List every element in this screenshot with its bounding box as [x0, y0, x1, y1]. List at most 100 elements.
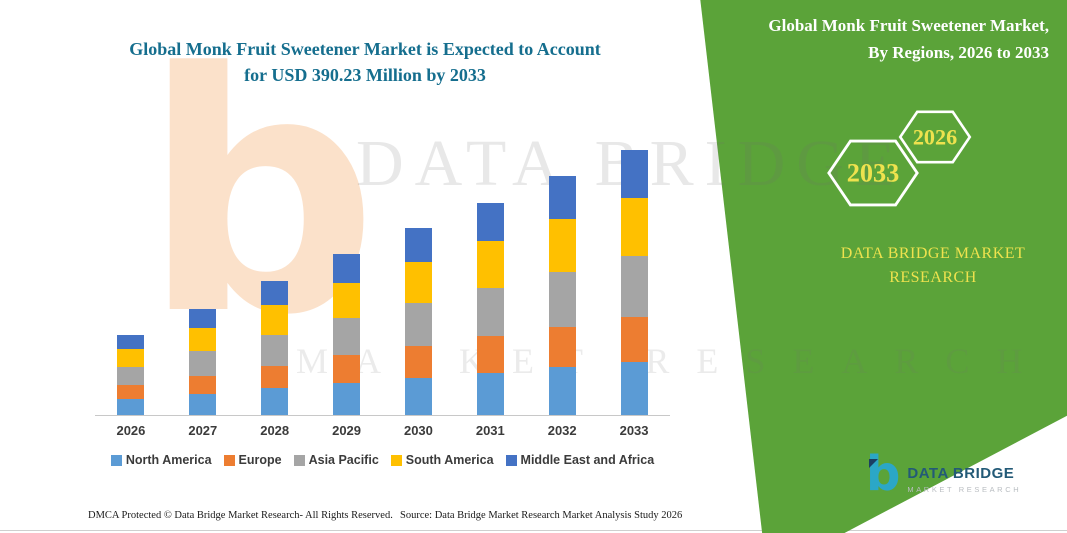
bar-segment-asia-pacific — [189, 351, 217, 376]
bar-segment-asia-pacific — [620, 256, 648, 317]
logo-text: DATA BRIDGE MARKET RESEARCH — [907, 452, 1021, 494]
bar-segment-north-america — [404, 377, 432, 415]
bar-segment-middle-east-and-africa — [261, 281, 289, 306]
legend-label: North America — [125, 453, 212, 467]
bar-segment-middle-east-and-africa — [548, 175, 576, 220]
bar-segment-europe — [189, 375, 217, 394]
legend-label: Asia Pacific — [308, 453, 379, 467]
bar-segment-asia-pacific — [261, 334, 289, 366]
x-axis-labels: 2026 2027 2028 2029 2030 2031 2032 2033 — [95, 423, 670, 438]
bar-column-2028 — [239, 281, 311, 415]
bar-segment-asia-pacific — [404, 302, 432, 346]
source-note: Source: Data Bridge Market Research Mark… — [400, 510, 683, 521]
bar-segment-middle-east-and-africa — [189, 308, 217, 328]
bar-segment-europe — [333, 355, 361, 383]
x-axis-label: 2026 — [116, 423, 146, 438]
bar-segment-north-america — [333, 382, 361, 415]
bar-segment-north-america — [548, 367, 576, 415]
hexagon-badge-2026: 2026 — [898, 108, 972, 166]
side-panel-background — [700, 0, 1067, 533]
legend-swatch-icon — [223, 454, 235, 466]
bar-column-2026 — [95, 334, 167, 415]
bar-segment-north-america — [117, 399, 145, 415]
x-axis-label: 2033 — [619, 423, 649, 438]
bar-segment-south-america — [620, 197, 648, 256]
x-axis-label: 2027 — [188, 423, 218, 438]
plot-area — [95, 140, 670, 416]
bar-segment-europe — [548, 326, 576, 368]
x-axis-label: 2031 — [475, 423, 505, 438]
bar-column-2031 — [454, 202, 526, 415]
legend-swatch-icon — [110, 454, 122, 466]
legend-item: Middle East and Africa — [505, 453, 655, 467]
bar-segment-asia-pacific — [548, 271, 576, 327]
bar-segment-middle-east-and-africa — [620, 150, 648, 198]
bottom-divider — [0, 530, 1067, 531]
legend-label: South America — [405, 453, 494, 467]
bar-segment-asia-pacific — [333, 318, 361, 356]
bar-column-2027 — [167, 308, 239, 415]
x-axis-label: 2032 — [547, 423, 577, 438]
bar-stack — [548, 175, 576, 415]
bar-segment-europe — [261, 365, 289, 389]
legend-item: South America — [390, 453, 494, 467]
page-title-line1: Global Monk Fruit Sweetener Market is Ex… — [129, 39, 601, 59]
x-axis-label: 2029 — [332, 423, 362, 438]
bar-stack — [333, 254, 361, 415]
logo-name: DATA BRIDGE — [907, 465, 1015, 482]
legend: North America Europe Asia Pacific South Ame… — [95, 453, 670, 467]
legend-item: Asia Pacific — [293, 453, 379, 467]
logo-tagline: MARKET RESEARCH — [907, 485, 1022, 494]
hexagon-badge-2033: 2033 — [826, 138, 920, 208]
bar-stack — [117, 334, 145, 415]
legend-label: Middle East and Africa — [520, 453, 655, 467]
bar-segment-south-america — [189, 327, 217, 352]
side-panel-brand: DATA BRIDGE MARKET RESEARCH — [818, 242, 1048, 290]
side-panel-title-line1: Global Monk Fruit Sweetener Market, — [768, 16, 1049, 35]
logo-b-icon: b — [866, 446, 901, 502]
bar-segment-north-america — [189, 393, 217, 415]
bar-segment-europe — [476, 336, 504, 373]
bar-segment-europe — [620, 317, 648, 362]
side-panel-title: Global Monk Fruit Sweetener Market, By R… — [768, 12, 1049, 66]
legend-swatch-icon — [390, 454, 402, 466]
bar-segment-north-america — [261, 388, 289, 415]
side-panel-brand-line2: RESEARCH — [889, 269, 977, 286]
bar-stack — [620, 150, 648, 415]
bar-stack — [189, 308, 217, 415]
bar-column-2032 — [526, 175, 598, 415]
bar-segment-south-america — [476, 240, 504, 288]
hexagon-outline-icon — [898, 110, 972, 164]
bar-segment-middle-east-and-africa — [476, 202, 504, 241]
hexagon-year-2026: 2026 — [913, 124, 957, 149]
bar-segment-south-america — [117, 349, 145, 368]
bar-segment-europe — [117, 385, 145, 399]
bar-column-2033 — [598, 150, 670, 415]
x-axis-label: 2030 — [403, 423, 433, 438]
bar-segment-middle-east-and-africa — [404, 228, 432, 262]
x-axis-label: 2028 — [260, 423, 290, 438]
bar-segment-middle-east-and-africa — [117, 334, 145, 350]
bar-segment-north-america — [476, 372, 504, 415]
legend-item: North America — [110, 453, 212, 467]
bar-stack — [404, 228, 432, 415]
legend-swatch-icon — [505, 454, 517, 466]
stacked-bar-chart: 2026 2027 2028 2029 2030 2031 2032 2033 North A… — [95, 140, 670, 467]
bar-segment-asia-pacific — [476, 287, 504, 337]
page-title: Global Monk Fruit Sweetener Market is Ex… — [85, 36, 645, 88]
legend-label: Europe — [238, 453, 282, 467]
dmca-notice: DMCA Protected © Data Bridge Market Rese… — [88, 510, 393, 521]
legend-item: Europe — [223, 453, 282, 467]
legend-swatch-icon — [293, 454, 305, 466]
bar-segment-middle-east-and-africa — [333, 254, 361, 284]
bar-stack — [476, 202, 504, 415]
page-title-line2: for USD 390.23 Million by 2033 — [244, 65, 486, 85]
bar-segment-south-america — [333, 283, 361, 319]
bar-segment-asia-pacific — [117, 367, 145, 386]
bar-column-2029 — [311, 254, 383, 415]
side-panel-brand-line1: DATA BRIDGE MARKET — [840, 245, 1026, 262]
bar-stack — [261, 281, 289, 415]
bar-column-2030 — [383, 228, 455, 415]
hexagon-year-2033: 2033 — [847, 158, 900, 187]
